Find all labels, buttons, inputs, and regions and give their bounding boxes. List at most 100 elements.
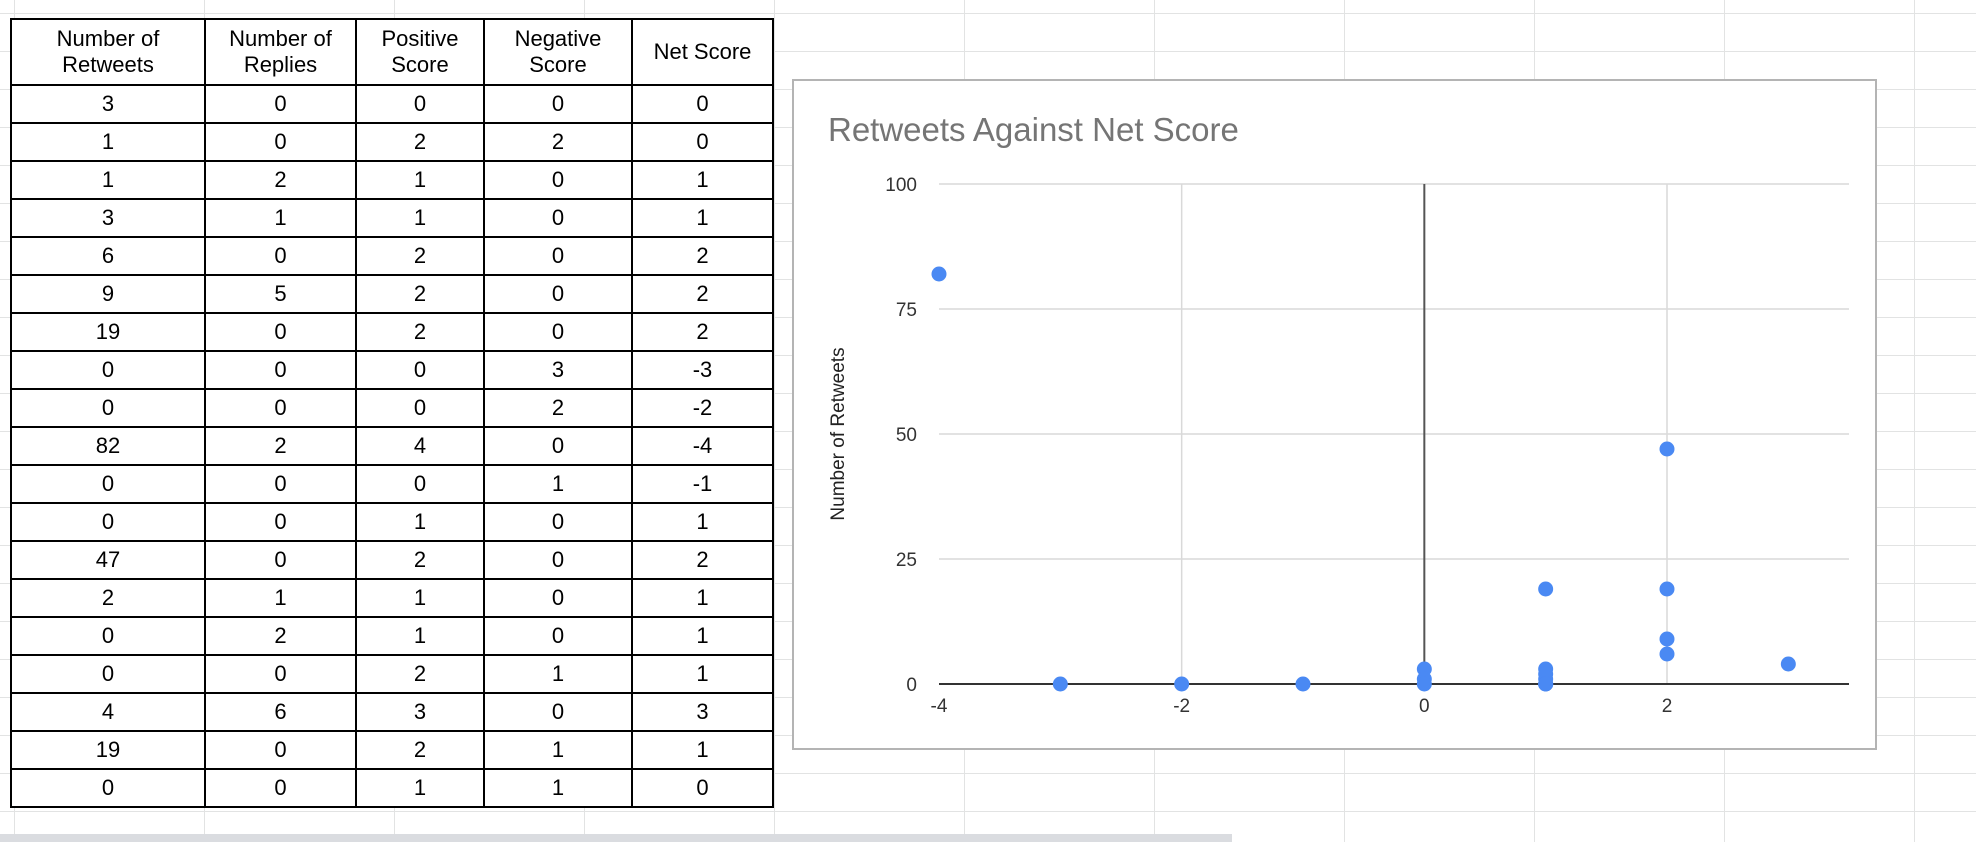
cell-positive-score[interactable]: 1 <box>355 768 485 808</box>
cell-retweets[interactable]: 3 <box>10 84 206 124</box>
cell-negative-score[interactable]: 1 <box>483 464 633 504</box>
horizontal-scrollbar[interactable] <box>0 834 1232 842</box>
cell-net-score[interactable]: 1 <box>631 160 774 200</box>
cell-positive-score[interactable]: 1 <box>355 502 485 542</box>
header-net-score[interactable]: Net Score <box>631 18 774 86</box>
cell-negative-score[interactable]: 1 <box>483 730 633 770</box>
cell-positive-score[interactable]: 2 <box>355 540 485 580</box>
cell-net-score[interactable]: 1 <box>631 578 774 618</box>
cell-retweets[interactable]: 0 <box>10 616 206 656</box>
cell-positive-score[interactable]: 0 <box>355 84 485 124</box>
cell-net-score[interactable]: 2 <box>631 274 774 314</box>
cell-retweets[interactable]: 1 <box>10 160 206 200</box>
cell-replies[interactable]: 5 <box>204 274 357 314</box>
cell-positive-score[interactable]: 2 <box>355 274 485 314</box>
cell-replies[interactable]: 6 <box>204 692 357 732</box>
cell-negative-score[interactable]: 0 <box>483 274 633 314</box>
cell-negative-score[interactable]: 2 <box>483 388 633 428</box>
cell-positive-score[interactable]: 1 <box>355 616 485 656</box>
cell-positive-score[interactable]: 0 <box>355 464 485 504</box>
cell-net-score[interactable]: 0 <box>631 122 774 162</box>
cell-negative-score[interactable]: 1 <box>483 768 633 808</box>
cell-replies[interactable]: 2 <box>204 426 357 466</box>
cell-retweets[interactable]: 2 <box>10 578 206 618</box>
cell-net-score[interactable]: 1 <box>631 198 774 238</box>
cell-replies[interactable]: 0 <box>204 122 357 162</box>
cell-net-score[interactable]: 1 <box>631 502 774 542</box>
cell-negative-score[interactable]: 2 <box>483 122 633 162</box>
header-negative-score[interactable]: Negative Score <box>483 18 633 86</box>
scatter-chart[interactable]: Retweets Against Net Score 0 25 50 75 100 -4 -… <box>792 79 1877 750</box>
cell-net-score[interactable]: 2 <box>631 236 774 276</box>
cell-positive-score[interactable]: 0 <box>355 388 485 428</box>
cell-retweets[interactable]: 0 <box>10 464 206 504</box>
cell-negative-score[interactable]: 0 <box>483 236 633 276</box>
cell-positive-score[interactable]: 2 <box>355 236 485 276</box>
cell-negative-score[interactable]: 0 <box>483 692 633 732</box>
cell-positive-score[interactable]: 4 <box>355 426 485 466</box>
cell-retweets[interactable]: 19 <box>10 312 206 352</box>
cell-retweets[interactable]: 6 <box>10 236 206 276</box>
cell-replies[interactable]: 0 <box>204 502 357 542</box>
cell-net-score[interactable]: -1 <box>631 464 774 504</box>
cell-negative-score[interactable]: 1 <box>483 654 633 694</box>
cell-net-score[interactable]: -4 <box>631 426 774 466</box>
cell-negative-score[interactable]: 0 <box>483 160 633 200</box>
cell-retweets[interactable]: 9 <box>10 274 206 314</box>
cell-negative-score[interactable]: 0 <box>483 84 633 124</box>
cell-replies[interactable]: 0 <box>204 388 357 428</box>
cell-positive-score[interactable]: 1 <box>355 160 485 200</box>
cell-positive-score[interactable]: 1 <box>355 578 485 618</box>
cell-replies[interactable]: 0 <box>204 350 357 390</box>
header-positive-score[interactable]: Positive Score <box>355 18 485 86</box>
cell-positive-score[interactable]: 2 <box>355 122 485 162</box>
cell-net-score[interactable]: 0 <box>631 768 774 808</box>
cell-net-score[interactable]: 1 <box>631 616 774 656</box>
cell-replies[interactable]: 2 <box>204 616 357 656</box>
cell-net-score[interactable]: 0 <box>631 84 774 124</box>
cell-retweets[interactable]: 0 <box>10 388 206 428</box>
cell-retweets[interactable]: 1 <box>10 122 206 162</box>
cell-positive-score[interactable]: 2 <box>355 312 485 352</box>
cell-positive-score[interactable]: 3 <box>355 692 485 732</box>
cell-retweets[interactable]: 0 <box>10 654 206 694</box>
cell-negative-score[interactable]: 0 <box>483 616 633 656</box>
cell-replies[interactable]: 1 <box>204 198 357 238</box>
cell-net-score[interactable]: 3 <box>631 692 774 732</box>
cell-replies[interactable]: 0 <box>204 312 357 352</box>
cell-negative-score[interactable]: 0 <box>483 578 633 618</box>
cell-replies[interactable]: 0 <box>204 84 357 124</box>
cell-net-score[interactable]: 2 <box>631 312 774 352</box>
cell-positive-score[interactable]: 2 <box>355 730 485 770</box>
cell-retweets[interactable]: 0 <box>10 502 206 542</box>
cell-net-score[interactable]: 1 <box>631 730 774 770</box>
cell-net-score[interactable]: -2 <box>631 388 774 428</box>
cell-net-score[interactable]: -3 <box>631 350 774 390</box>
cell-positive-score[interactable]: 2 <box>355 654 485 694</box>
cell-retweets[interactable]: 82 <box>10 426 206 466</box>
cell-negative-score[interactable]: 0 <box>483 198 633 238</box>
cell-negative-score[interactable]: 0 <box>483 312 633 352</box>
cell-replies[interactable]: 1 <box>204 578 357 618</box>
cell-replies[interactable]: 0 <box>204 730 357 770</box>
cell-retweets[interactable]: 19 <box>10 730 206 770</box>
cell-negative-score[interactable]: 0 <box>483 426 633 466</box>
cell-positive-score[interactable]: 1 <box>355 198 485 238</box>
cell-negative-score[interactable]: 0 <box>483 502 633 542</box>
cell-replies[interactable]: 0 <box>204 768 357 808</box>
cell-replies[interactable]: 0 <box>204 464 357 504</box>
cell-replies[interactable]: 0 <box>204 236 357 276</box>
cell-retweets[interactable]: 3 <box>10 198 206 238</box>
cell-retweets[interactable]: 4 <box>10 692 206 732</box>
cell-replies[interactable]: 2 <box>204 160 357 200</box>
cell-negative-score[interactable]: 3 <box>483 350 633 390</box>
cell-net-score[interactable]: 1 <box>631 654 774 694</box>
header-retweets[interactable]: Number of Retweets <box>10 18 206 86</box>
cell-negative-score[interactable]: 0 <box>483 540 633 580</box>
cell-net-score[interactable]: 2 <box>631 540 774 580</box>
cell-retweets[interactable]: 47 <box>10 540 206 580</box>
cell-retweets[interactable]: 0 <box>10 350 206 390</box>
cell-retweets[interactable]: 0 <box>10 768 206 808</box>
cell-replies[interactable]: 0 <box>204 654 357 694</box>
header-replies[interactable]: Number of Replies <box>204 18 357 86</box>
